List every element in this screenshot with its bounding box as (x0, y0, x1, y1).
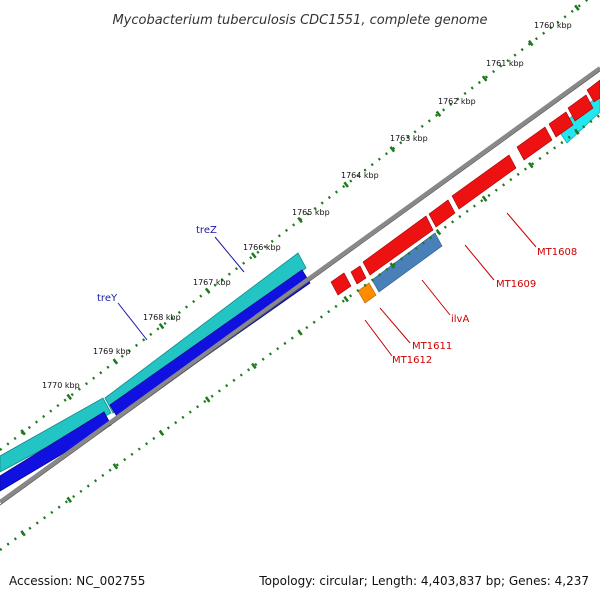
tick-label-1763: 1763 kbp (390, 134, 428, 143)
inner-major-tick-4 (204, 396, 211, 403)
outer-tick-ring (0, 0, 590, 451)
outer-major-tick-9 (435, 110, 442, 117)
topology-text: Topology: circular; Length: 4,403,837 bp… (259, 574, 589, 588)
gene-red-6[interactable] (516, 126, 553, 161)
inner-major-tick-8 (389, 262, 396, 269)
tick-label-1768: 1768 kbp (143, 313, 181, 322)
inner-major-tick-2 (112, 463, 119, 470)
inner-major-tick-0 (20, 530, 26, 537)
outer-major-tick-5 (251, 252, 257, 259)
genome-backbone-inner (0, 70, 600, 506)
gene-label-ilvA[interactable]: ilvA (451, 314, 469, 325)
map-title: Mycobacterium tuberculosis CDC1551, comp… (112, 13, 487, 28)
leader-treY (117, 302, 148, 341)
inner-major-tick-3 (158, 429, 165, 437)
tick-label-1762: 1762 kbp (438, 97, 476, 106)
leader-treZ (214, 236, 245, 273)
gene-label-treZ[interactable]: treZ (196, 225, 217, 236)
gene-red-4[interactable] (428, 199, 456, 228)
tick-label-1765: 1765 kbp (292, 208, 330, 217)
inner-tick-ring (0, 113, 600, 552)
leader-MT1609 (464, 244, 495, 281)
genome-backbone (0, 66, 600, 504)
outer-major-ticks (20, 4, 580, 436)
label-leaders (117, 212, 537, 357)
inner-major-tick-5 (251, 362, 257, 370)
gene-label-MT1612[interactable]: MT1612 (392, 355, 432, 366)
gene-red-9[interactable] (586, 79, 600, 103)
gene-red-7[interactable] (548, 111, 574, 138)
outer-major-tick-6 (297, 216, 303, 224)
gene-labels: treZ treY MT1608 MT1609 ilvA MT1611 MT16… (97, 225, 577, 366)
leader-ilvA (421, 279, 451, 316)
tick-label-1769: 1769 kbp (93, 347, 131, 356)
gene-label-MT1611[interactable]: MT1611 (412, 341, 452, 352)
gene-MT1611[interactable] (357, 282, 377, 304)
inner-major-ticks (20, 128, 580, 537)
tick-label-1760: 1760 kbp (534, 21, 572, 30)
leader-MT1608 (506, 212, 537, 248)
outer-major-tick-7 (343, 181, 349, 188)
leader-MT1611 (379, 307, 411, 344)
accession-text: Accession: NC_002755 (9, 574, 146, 588)
outer-major-tick-1 (66, 393, 73, 401)
gene-MT1609[interactable] (362, 215, 434, 276)
inner-major-tick-9 (435, 228, 442, 236)
tick-label-1761: 1761 kbp (486, 59, 524, 68)
outer-major-tick-10 (481, 75, 488, 82)
gene-red-2[interactable] (350, 265, 367, 285)
tick-labels: 1760 kbp 1761 kbp 1762 kbp 1763 kbp 1764… (42, 21, 572, 390)
inner-major-tick-1 (66, 496, 73, 503)
gene-label-MT1608[interactable]: MT1608 (537, 247, 577, 258)
tick-label-1767: 1767 kbp (193, 278, 231, 287)
leader-MT1612 (364, 319, 393, 357)
gene-ilvA[interactable] (371, 232, 443, 293)
outer-major-tick-11 (527, 39, 534, 47)
outer-major-tick-3 (158, 323, 165, 330)
tick-label-1770: 1770 kbp (42, 381, 80, 390)
gene-red-8[interactable] (567, 94, 594, 122)
gene-treY[interactable] (0, 397, 112, 473)
tick-label-1766: 1766 kbp (243, 243, 281, 252)
outer-major-tick-12 (574, 4, 580, 11)
inner-major-tick-7 (343, 295, 349, 303)
inner-major-tick-10 (481, 195, 488, 202)
gene-MT1608[interactable] (451, 154, 517, 210)
gene-blue-long[interactable] (109, 269, 311, 419)
inner-major-tick-12 (574, 128, 580, 135)
inner-major-tick-6 (297, 329, 303, 336)
red-genes (330, 79, 600, 296)
outer-major-tick-2 (112, 358, 119, 365)
tick-label-1764: 1764 kbp (341, 171, 379, 180)
gene-red-1[interactable] (330, 272, 352, 296)
outer-major-tick-0 (20, 429, 26, 436)
gene-label-treY[interactable]: treY (97, 293, 118, 304)
outer-major-tick-4 (204, 287, 211, 294)
inner-major-tick-11 (527, 162, 534, 169)
gene-label-MT1609[interactable]: MT1609 (496, 279, 536, 290)
outer-major-tick-8 (389, 146, 396, 153)
